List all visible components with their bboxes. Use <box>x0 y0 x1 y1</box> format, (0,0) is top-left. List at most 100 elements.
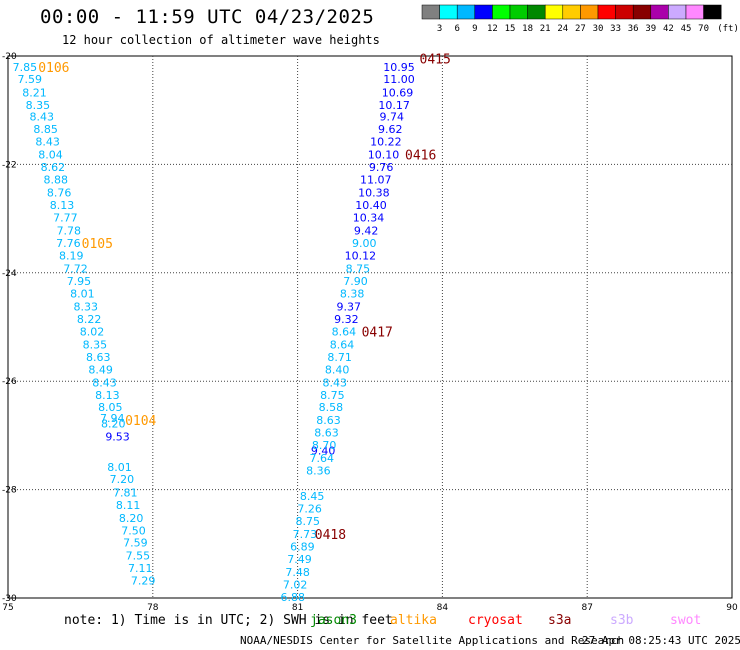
color-scale-label: 33 <box>610 24 621 34</box>
wave-height-value: 7.81 <box>113 486 138 499</box>
color-scale-swatch <box>632 4 652 20</box>
color-scale-swatch <box>562 4 581 20</box>
wave-height-value: 8.45 <box>300 490 325 503</box>
satellite-cryosat: cryosat <box>468 613 523 628</box>
wave-height-value: 7.73 <box>293 528 318 541</box>
wave-height-value: 8.36 <box>306 465 331 478</box>
satellite-s3b: s3b <box>610 613 634 628</box>
wave-height-value: 9.74 <box>379 111 404 124</box>
wave-height-value: 8.05 <box>98 401 123 414</box>
latitude-tick-label: -30 <box>2 594 17 604</box>
wave-height-value: 10.38 <box>358 187 390 200</box>
wave-height-value: 7.49 <box>287 553 312 566</box>
wave-height-value: 7.50 <box>121 524 146 537</box>
longitude-tick-label: 75 <box>2 603 13 613</box>
color-scale-label: 15 <box>505 24 516 34</box>
wave-height-value: 8.85 <box>33 123 58 136</box>
color-scale-label: 42 <box>663 24 674 34</box>
wave-height-value: 7.59 <box>17 73 42 86</box>
wave-height-value: 7.94 <box>100 412 125 425</box>
color-scale-label: 70 <box>698 24 709 34</box>
wave-height-value: 8.01 <box>70 287 95 300</box>
color-scale-swatch <box>492 4 511 20</box>
color-scale-swatch <box>544 4 564 20</box>
pass-number-label: 0106 <box>38 61 69 76</box>
pass-number-label: 0416 <box>405 149 436 164</box>
wave-height-value: 8.63 <box>86 351 111 364</box>
color-scale-swatch <box>668 4 687 20</box>
wave-height-value: 7.72 <box>63 262 88 275</box>
color-scale-label: 45 <box>681 24 692 34</box>
longitude-tick-label: 81 <box>292 603 303 613</box>
wave-height-value: 8.76 <box>47 187 72 200</box>
longitude-tick-label: 87 <box>581 603 592 613</box>
latitude-tick-label: -28 <box>2 486 17 496</box>
page-subtitle: 12 hour collection of altimeter wave hei… <box>62 33 380 47</box>
wave-height-value: 8.21 <box>22 86 47 99</box>
latitude-tick-label: -26 <box>2 377 17 387</box>
wave-height-value: 8.35 <box>26 99 51 112</box>
pass-number-label: 0415 <box>420 53 451 68</box>
wave-height-value: 9.62 <box>378 123 403 136</box>
wave-height-value: 7.85 <box>13 61 38 74</box>
wave-height-value: 8.43 <box>92 376 117 389</box>
wave-height-value: 8.64 <box>332 325 357 338</box>
lat-lon-grid <box>7 55 733 599</box>
wave-height-value: 8.62 <box>41 161 66 174</box>
wave-height-value: 8.04 <box>38 149 63 162</box>
wave-height-value: 7.48 <box>285 566 310 579</box>
wave-height-value: 8.49 <box>88 363 113 376</box>
wave-height-value: 8.63 <box>314 427 339 440</box>
color-scale-label: 12 <box>487 24 498 34</box>
wave-height-value: 7.02 <box>283 578 308 591</box>
color-scale-swatch <box>597 4 616 20</box>
wave-height-value: 10.95 <box>383 61 415 74</box>
wave-height-value: 7.55 <box>126 550 151 563</box>
color-scale-swatch <box>703 4 722 20</box>
wave-height-value: 8.63 <box>316 414 341 427</box>
color-scale-swatch <box>580 4 599 20</box>
color-scale-swatch <box>439 4 458 20</box>
color-scale-label: 24 <box>557 24 568 34</box>
satellite-altika: altika <box>390 613 437 628</box>
wave-height-value: 8.75 <box>295 515 320 528</box>
footnote: note: 1) Time is in UTC; 2) SWH is in fe… <box>64 613 393 628</box>
pass-labels: 0106 0105 0104 0415 0416 0417 0418 <box>38 53 451 543</box>
color-scale-swatch <box>474 4 493 20</box>
color-scale-label: 36 <box>628 24 639 34</box>
color-scale-label: 18 <box>522 24 533 34</box>
satellite-swot: swot <box>670 613 702 628</box>
color-scale-label: 21 <box>540 24 551 34</box>
color-scale-unit: (ft) <box>717 24 739 34</box>
wave-height-value: 7.26 <box>297 503 322 516</box>
wave-height-value: 10.69 <box>382 86 414 99</box>
color-scale-swatch <box>615 4 634 20</box>
wave-height-labels: 7.857.598.218.358.438.858.438.048.628.88… <box>13 61 415 604</box>
wave-height-value: 8.01 <box>107 461 132 474</box>
color-scale-legend: 3 6 9 12 15 18 21 24 27 30 33 36 39 42 45 70 (ft) <box>421 4 739 34</box>
color-scale-swatch <box>527 4 546 20</box>
page-title: 00:00 - 11:59 UTC 04/23/2025 <box>40 6 375 28</box>
color-scale-label: 30 <box>593 24 604 34</box>
color-scale-label: 39 <box>645 24 656 34</box>
wave-height-value: 8.71 <box>327 351 352 364</box>
wave-height-value: 8.64 <box>330 338 355 351</box>
wave-height-value: 7.78 <box>57 225 82 238</box>
latitude-tick-label: -24 <box>2 269 17 279</box>
color-scale-label: 9 <box>472 24 477 34</box>
wave-height-value: 8.43 <box>35 136 60 149</box>
wave-height-value: 7.77 <box>53 212 78 225</box>
wave-height-value: 8.20 <box>101 417 126 430</box>
color-scale-label: 6 <box>454 24 459 34</box>
wave-height-value: 7.11 <box>128 562 153 575</box>
wave-height-value: 8.20 <box>119 512 144 525</box>
wave-height-value: 8.43 <box>30 111 55 124</box>
color-scale-swatch <box>509 4 528 20</box>
wave-height-value: 8.75 <box>346 262 371 275</box>
pass-number-label: 0104 <box>125 414 156 429</box>
wave-height-value: 8.88 <box>44 174 69 187</box>
pass-number-label: 0417 <box>362 325 393 340</box>
color-scale-label: 27 <box>575 24 586 34</box>
longitude-tick-label: 84 <box>437 603 449 613</box>
